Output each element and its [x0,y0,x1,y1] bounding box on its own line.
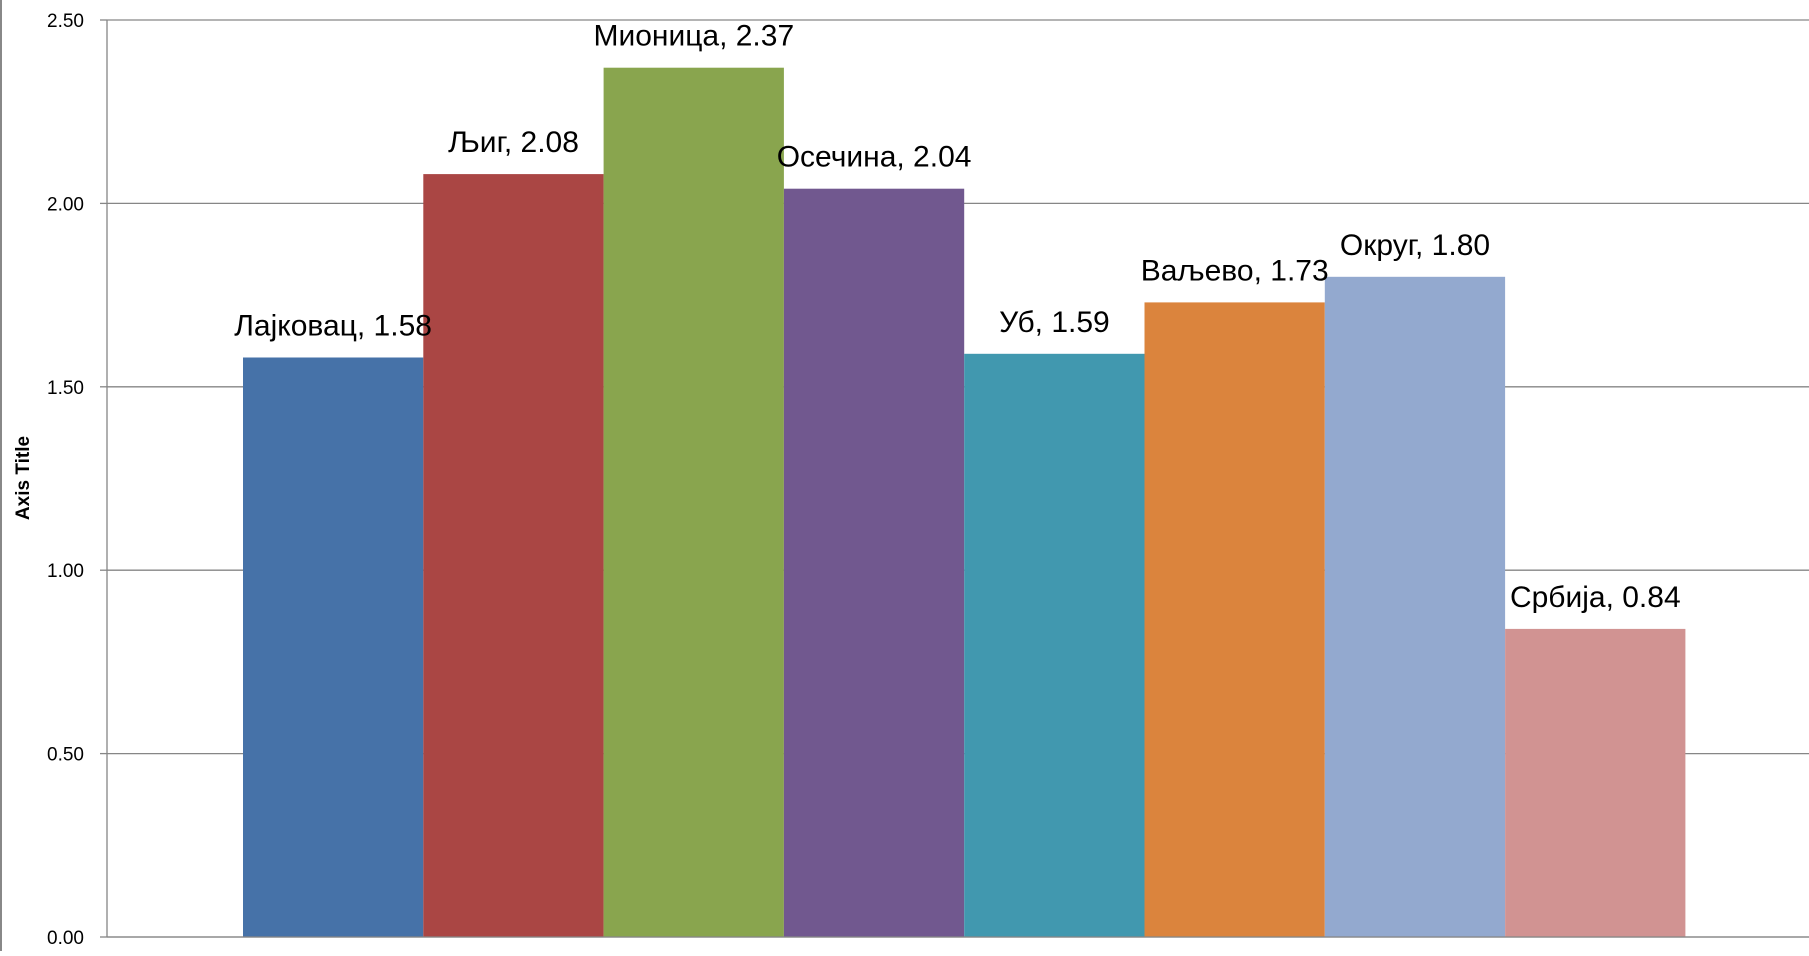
bar-2 [423,174,604,938]
bar-1 [243,357,424,937]
bar-6 [1144,302,1325,937]
y-tick-label: 0.50 [47,745,84,766]
y-tick-label: 0.00 [47,928,84,949]
data-label-5: Уб, 1.59 [999,306,1110,339]
data-labels: Лајковац, 1.58 Љиг, 2.08 Мионица, 2.37 Осеч… [234,20,1680,614]
bar-5 [964,353,1145,937]
data-label-8: Србија, 0.84 [1510,581,1681,614]
bar-8 [1505,628,1686,937]
bar-3 [603,67,784,937]
data-label-2: Љиг, 2.08 [448,126,579,159]
data-label-6: Ваљево, 1.73 [1141,254,1329,287]
y-axis-title: Axis Title [13,436,34,520]
data-label-1: Лајковац, 1.58 [234,310,432,343]
y-tick-label: 1.00 [47,561,84,582]
data-label-4: Осечина, 2.04 [777,141,972,174]
bar-4 [783,188,965,937]
data-label-7: Округ, 1.80 [1340,229,1490,262]
y-tick-labels: 0.00 0.50 1.00 1.50 2.00 2.50 [47,11,84,949]
bars [243,67,1686,938]
y-tick-label: 2.50 [47,11,84,32]
y-tick-label: 1.50 [47,378,84,399]
data-label-3: Мионица, 2.37 [593,20,794,53]
y-tick-label: 2.00 [47,194,84,215]
bar-7 [1324,276,1506,937]
